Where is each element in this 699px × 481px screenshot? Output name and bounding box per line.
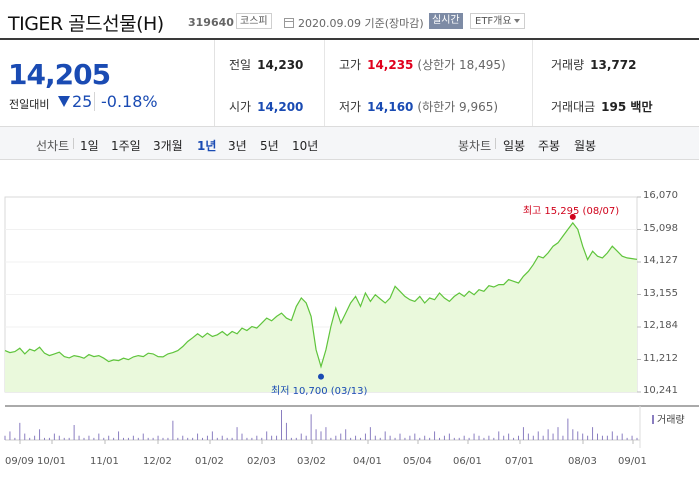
calendar-icon [284, 18, 294, 28]
etf-overview-label: ETF개요 [475, 16, 512, 27]
stat-label: 고가 [339, 58, 362, 72]
y-tick-label: 15,098 [643, 222, 678, 234]
line-chart-label: 선차트 [36, 139, 70, 153]
current-quote: 14,205 전일대비 25 -0.18% [0, 40, 215, 126]
x-tick-label: 10/01 [37, 456, 66, 467]
stat-low: 저가 14,160 (하한가 9,965) [339, 98, 498, 115]
period-3m[interactable]: 3개월 [153, 139, 183, 153]
period-5y[interactable]: 5년 [260, 139, 279, 153]
stats-divider [324, 40, 325, 126]
candle-chart-label: 봉차트 [458, 139, 492, 153]
stock-header: TIGER 골드선물(H) 319640 코스피 2020.09.09 기준(장… [0, 0, 699, 40]
y-tick-label: 11,212 [643, 352, 678, 364]
candle-daily[interactable]: 일봉 [503, 139, 526, 153]
x-tick-label: 09/01 [618, 456, 647, 467]
candle-weekly[interactable]: 주봉 [538, 139, 561, 153]
low-annotation: 최저 10,700 (03/13) [271, 385, 368, 397]
price-change: 25 [58, 92, 92, 111]
high-annotation: 최고 15,295 (08/07) [522, 205, 620, 217]
down-arrow-icon [58, 96, 70, 107]
stat-value: 195 백만 [601, 100, 653, 114]
quote-stats: 전일 14,230 시가 14,200 고가 14,235 (상한가 18,495) 저… [215, 40, 699, 126]
high-marker [569, 213, 576, 220]
y-tick-label: 13,155 [643, 287, 678, 299]
x-tick-label: 01/02 [195, 456, 224, 467]
etf-overview-dropdown[interactable]: ETF개요 [470, 13, 525, 29]
stat-high: 고가 14,235 (상한가 18,495) [339, 56, 506, 73]
stat-volume: 거래량 13,772 [551, 56, 636, 73]
x-tick-label: 08/03 [568, 456, 597, 467]
price-chart: 16,070 15,098 14,127 13,155 12,184 11,212 10,2… [0, 186, 699, 481]
stat-value: 14,200 [257, 100, 304, 114]
current-price: 14,205 [8, 58, 111, 91]
market-badge: 코스피 [236, 13, 272, 29]
divider [73, 138, 74, 149]
period-1y[interactable]: 1년 [197, 139, 217, 153]
y-tick-label: 14,127 [643, 255, 678, 266]
y-tick-label: 10,241 [643, 385, 678, 396]
period-selector: 선차트 1일 1주일 3개월 1년 3년 5년 10년 봉차트 일봉 주봉 월봉 [0, 126, 699, 160]
stat-value: 13,772 [590, 58, 637, 72]
price-change-value: 25 [72, 92, 93, 111]
volume-legend: 거래량 [652, 411, 685, 426]
stat-label: 전일 [229, 58, 252, 72]
x-tick-label: 05/04 [403, 456, 432, 467]
candle-monthly[interactable]: 월봉 [574, 139, 597, 153]
period-10y[interactable]: 10년 [292, 139, 319, 153]
stat-sub: (상한가 18,495) [417, 58, 506, 72]
x-tick-label: 02/03 [247, 456, 276, 467]
chevron-down-icon [513, 19, 520, 23]
stat-label: 저가 [339, 100, 362, 114]
y-tick-label: 16,070 [643, 190, 678, 201]
x-tick-label: 09/09 [5, 456, 34, 467]
volume-legend-label: 거래량 [657, 415, 685, 426]
price-change-percent: -0.18% [94, 92, 158, 111]
stat-value: 14,235 [367, 58, 414, 72]
change-label: 전일대비 [9, 98, 50, 111]
y-tick-label: 12,184 [643, 320, 678, 331]
stat-label: 거래량 [551, 58, 585, 72]
stat-value: 14,230 [257, 58, 304, 72]
x-tick-label: 11/01 [90, 456, 119, 467]
realtime-button[interactable]: 실시간 [429, 13, 463, 29]
period-3y[interactable]: 3년 [228, 139, 247, 153]
x-tick-label: 06/01 [453, 456, 482, 467]
stat-label: 시가 [229, 100, 252, 114]
stat-open: 시가 14,200 [229, 98, 303, 115]
stock-code: 319640 [188, 16, 234, 29]
x-tick-label: 03/02 [297, 456, 326, 467]
stat-amount: 거래대금 195 백만 [551, 98, 652, 115]
quote-date-text: 2020.09.09 기준(장마감) [298, 17, 424, 30]
divider [495, 138, 496, 149]
volume-legend-swatch [652, 415, 654, 424]
quote-date: 2020.09.09 기준(장마감) [284, 15, 424, 31]
stock-name: TIGER 골드선물(H) [8, 13, 164, 35]
stats-divider [532, 40, 533, 126]
x-tick-label: 04/01 [353, 456, 382, 467]
price-area [5, 222, 637, 392]
price-line [4, 221, 638, 369]
period-1w[interactable]: 1주일 [111, 139, 141, 153]
x-tick-label: 07/01 [505, 456, 534, 467]
x-tick-label: 12/02 [143, 456, 172, 467]
period-1d[interactable]: 1일 [80, 139, 99, 153]
stat-prev-close: 전일 14,230 [229, 56, 303, 73]
low-marker [318, 373, 324, 380]
stat-value: 14,160 [367, 100, 414, 114]
stat-label: 거래대금 [551, 100, 596, 114]
price-chart-svg [4, 196, 699, 448]
stat-sub: (하한가 9,965) [417, 100, 499, 114]
